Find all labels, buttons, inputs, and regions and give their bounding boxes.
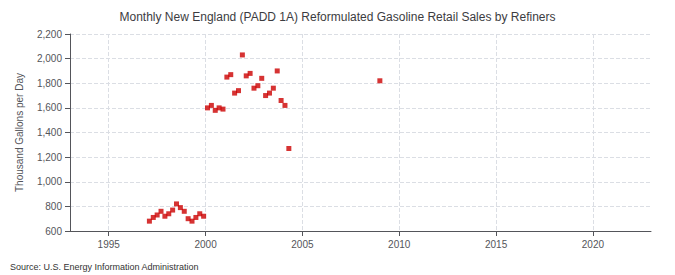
- svg-text:1,800: 1,800: [37, 78, 62, 89]
- svg-text:Monthly New England (PADD 1A): Monthly New England (PADD 1A) Reformulat…: [120, 10, 556, 24]
- svg-text:2020: 2020: [582, 239, 605, 250]
- svg-text:Thousand Gallons per Day: Thousand Gallons per Day: [14, 73, 25, 192]
- svg-text:2005: 2005: [291, 239, 314, 250]
- svg-text:1,400: 1,400: [37, 127, 62, 138]
- svg-text:2010: 2010: [388, 239, 411, 250]
- svg-text:2,000: 2,000: [37, 53, 62, 64]
- svg-text:Source: U.S. Energy Informatio: Source: U.S. Energy Information Administ…: [10, 262, 199, 272]
- svg-text:800: 800: [45, 201, 62, 212]
- svg-text:1,200: 1,200: [37, 152, 62, 163]
- svg-text:2000: 2000: [194, 239, 217, 250]
- svg-text:1,000: 1,000: [37, 176, 62, 187]
- svg-text:1995: 1995: [98, 239, 121, 250]
- svg-text:2015: 2015: [485, 239, 508, 250]
- svg-text:1,600: 1,600: [37, 102, 62, 113]
- svg-text:2,200: 2,200: [37, 29, 62, 40]
- svg-text:600: 600: [45, 226, 62, 237]
